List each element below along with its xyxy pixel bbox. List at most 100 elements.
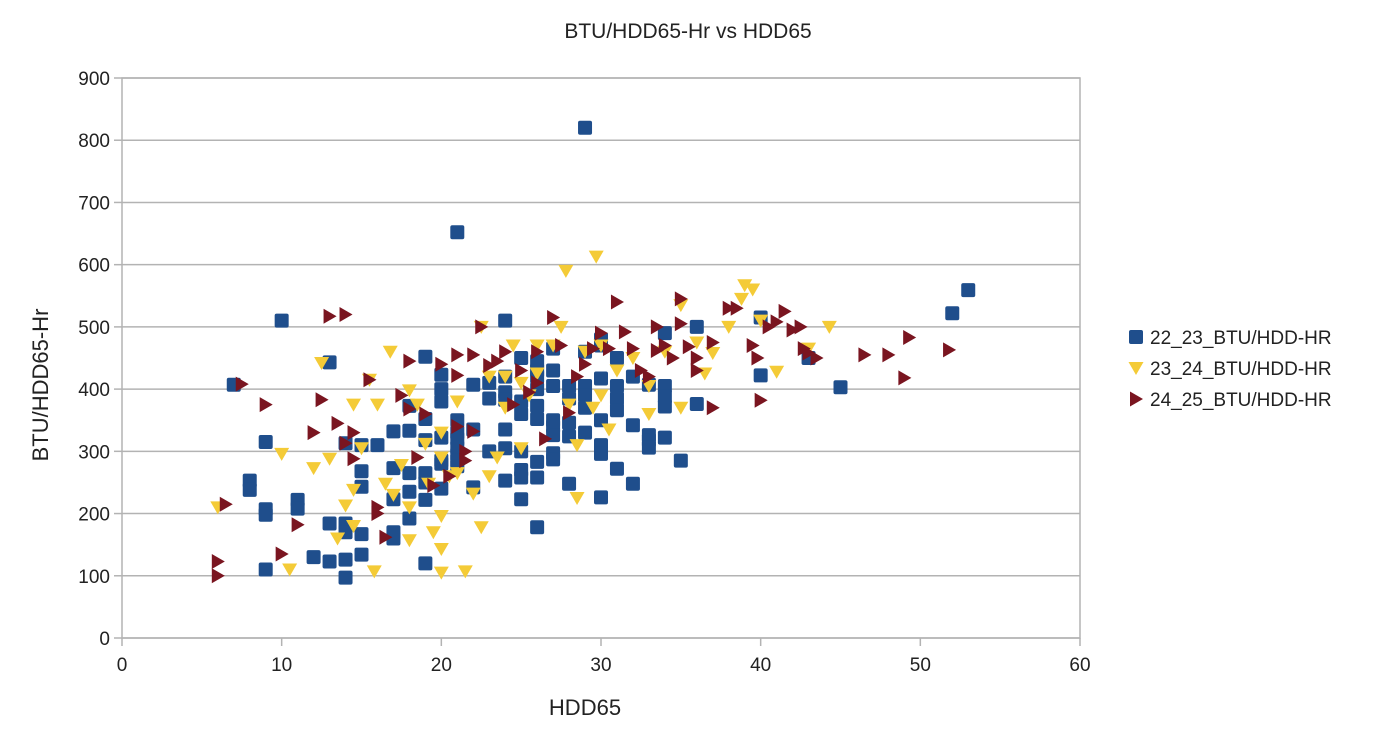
data-point	[546, 363, 561, 378]
data-point	[658, 338, 672, 354]
data-point	[673, 401, 689, 415]
data-point	[346, 520, 362, 533]
data-point	[650, 319, 664, 335]
data-point	[641, 440, 656, 455]
data-point	[754, 392, 768, 408]
data-point	[558, 264, 574, 278]
data-point	[481, 470, 497, 484]
data-point	[409, 398, 425, 412]
data-point	[961, 283, 976, 298]
data-point	[449, 395, 465, 409]
data-points	[210, 120, 976, 585]
data-point	[705, 347, 721, 361]
data-point	[722, 300, 736, 316]
data-point	[315, 392, 329, 408]
data-point	[354, 479, 369, 494]
data-point	[618, 324, 632, 340]
data-point	[386, 461, 401, 476]
data-point	[401, 501, 417, 515]
data-point	[609, 391, 624, 406]
data-point	[593, 389, 609, 403]
data-point	[457, 565, 473, 579]
data-point	[794, 319, 808, 335]
data-point	[307, 425, 321, 441]
data-point	[546, 379, 561, 393]
data-point	[609, 351, 624, 365]
y-tick-label: 900	[78, 69, 110, 90]
data-point	[258, 507, 273, 522]
data-point	[435, 356, 449, 372]
data-point	[450, 225, 465, 240]
data-point	[594, 490, 608, 505]
data-point	[609, 403, 624, 418]
data-point	[211, 568, 225, 584]
data-point	[483, 357, 497, 373]
data-point	[323, 308, 337, 324]
data-point	[786, 322, 800, 338]
data-point	[778, 303, 792, 319]
data-point	[451, 418, 465, 434]
y-tick-label: 200	[78, 505, 110, 526]
data-point	[385, 488, 401, 502]
data-point	[465, 487, 481, 501]
data-point	[721, 320, 737, 334]
data-point	[751, 350, 765, 366]
data-point	[682, 339, 696, 355]
data-point	[371, 506, 385, 522]
y-tick-label: 400	[78, 380, 110, 401]
data-point	[674, 316, 688, 332]
data-point	[745, 283, 761, 297]
data-point	[339, 435, 353, 451]
data-point	[762, 319, 776, 335]
data-point	[666, 350, 680, 366]
data-point	[945, 306, 960, 321]
gridlines	[122, 77, 1080, 639]
data-point	[513, 442, 529, 456]
data-point	[330, 532, 346, 546]
data-point	[530, 470, 545, 485]
data-point	[274, 447, 290, 461]
data-point	[706, 400, 720, 416]
data-point	[555, 338, 569, 354]
data-point	[339, 306, 353, 322]
data-point	[481, 370, 497, 384]
data-point	[642, 369, 656, 385]
x-axis-ticks: 0 10 20 30 40 50 60	[117, 638, 1091, 676]
data-point	[482, 391, 497, 406]
data-point	[657, 430, 672, 445]
data-point	[514, 407, 529, 421]
data-point	[547, 310, 561, 326]
data-point	[418, 349, 433, 364]
data-point	[530, 454, 545, 469]
y-tick-label: 0	[99, 629, 110, 650]
data-point	[505, 339, 521, 353]
data-point	[306, 462, 322, 476]
data-point	[569, 439, 585, 453]
data-point	[569, 492, 585, 505]
data-point	[275, 546, 289, 562]
y-tick-label: 600	[78, 256, 110, 277]
data-point	[377, 477, 393, 491]
data-point	[401, 534, 417, 548]
data-point	[529, 367, 545, 381]
data-point	[259, 397, 273, 413]
data-point	[657, 399, 672, 414]
data-point	[578, 425, 593, 440]
data-point	[770, 314, 784, 330]
data-point	[594, 446, 608, 461]
data-point	[498, 473, 513, 488]
data-point	[562, 476, 577, 491]
data-point	[689, 336, 705, 350]
data-point	[753, 314, 769, 328]
data-point	[258, 562, 273, 577]
data-point	[393, 459, 409, 473]
plot-area-border	[121, 77, 1081, 639]
series-2	[210, 250, 837, 580]
data-point	[274, 313, 289, 328]
data-point	[491, 353, 505, 369]
data-point	[882, 347, 896, 363]
data-point	[515, 362, 529, 378]
data-point	[427, 478, 441, 494]
data-point	[529, 339, 545, 353]
data-point	[403, 353, 417, 369]
